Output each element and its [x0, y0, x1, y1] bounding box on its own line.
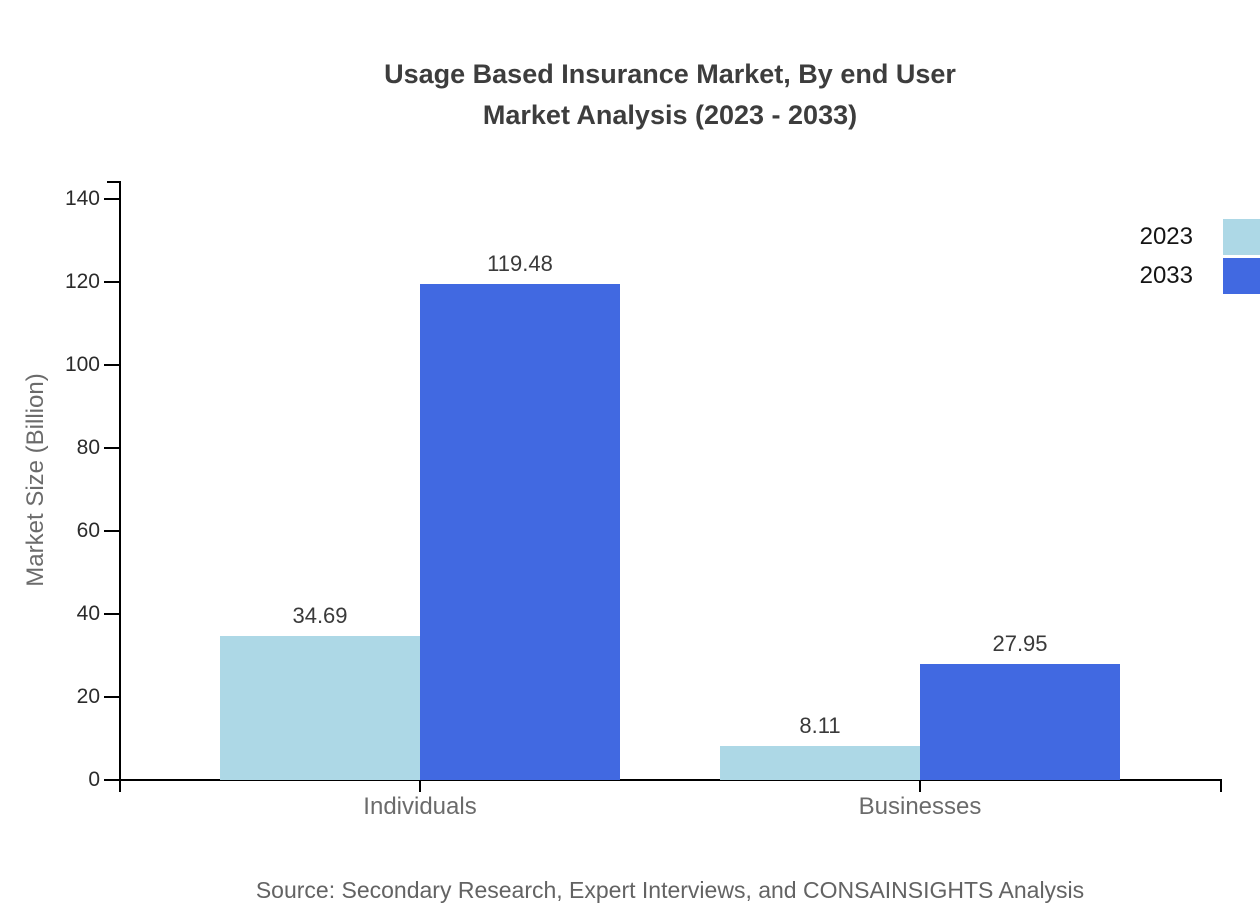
- y-axis-tick: [104, 280, 120, 283]
- y-axis-line: [119, 181, 121, 781]
- x-axis-right-cap: [1220, 779, 1222, 792]
- bar-value-label: 27.95: [992, 630, 1048, 656]
- chart-title-line2: Market Analysis (2023 - 2033): [482, 100, 858, 130]
- bar-2033-individuals: [420, 283, 620, 780]
- bar-2023-individuals: [220, 635, 420, 780]
- x-axis-tick: [919, 779, 921, 792]
- bar-2023-businesses: [720, 746, 920, 780]
- chart-title: Usage Based Insurance Market, By end Use…: [120, 54, 1220, 136]
- y-axis-tick-label: 0: [88, 768, 100, 791]
- legend-label-2033: 2033: [1139, 262, 1193, 289]
- y-axis-top-cap: [107, 181, 120, 183]
- y-axis-tick-label: 60: [76, 518, 100, 542]
- x-axis-category-label: Businesses: [858, 793, 982, 820]
- y-axis-tick: [104, 363, 120, 366]
- source-note: Source: Secondary Research, Expert Inter…: [255, 877, 1085, 903]
- y-axis-tick: [104, 529, 120, 532]
- chart-title-line1: Usage Based Insurance Market, By end Use…: [384, 59, 956, 89]
- y-axis-tick: [104, 446, 120, 449]
- y-axis-tick-label: 40: [76, 601, 100, 625]
- y-axis-tick: [104, 695, 120, 698]
- legend-swatch-2033: [1223, 258, 1260, 294]
- bar-value-label: 34.69: [292, 602, 348, 628]
- x-axis-left-cap: [119, 779, 121, 792]
- x-axis-tick: [419, 779, 421, 792]
- x-axis-line: [119, 779, 1222, 781]
- y-axis-title: Market Size (Billion): [22, 373, 49, 587]
- y-axis-tick-label: 120: [64, 269, 100, 293]
- bar-value-label: 119.48: [487, 250, 553, 276]
- legend-label-2023: 2023: [1139, 223, 1193, 250]
- bar-2033-businesses: [920, 663, 1120, 780]
- y-axis-tick-label: 80: [76, 435, 100, 459]
- bar-value-label: 8.11: [799, 713, 841, 739]
- x-axis-category-label: Individuals: [363, 793, 477, 820]
- y-axis-tick-label: 20: [76, 684, 100, 708]
- legend-swatch-2023: [1223, 219, 1260, 255]
- y-axis-tick: [104, 779, 120, 781]
- y-axis-tick-label: 100: [64, 352, 100, 376]
- y-axis-tick: [104, 612, 120, 615]
- y-axis-tick: [104, 197, 120, 200]
- y-axis-tick-label: 140: [64, 186, 100, 210]
